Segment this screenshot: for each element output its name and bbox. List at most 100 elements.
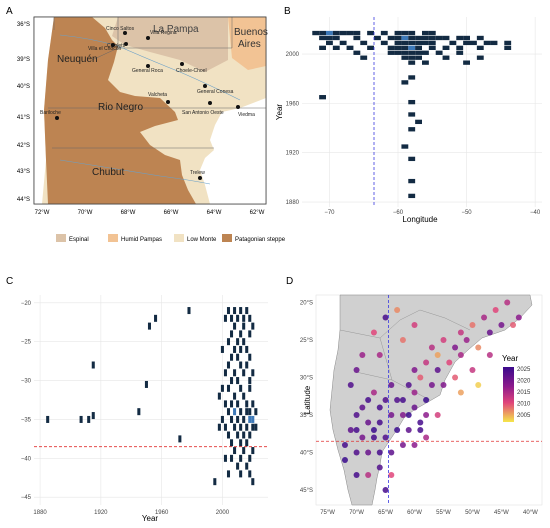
b-heat-cell (449, 40, 457, 46)
c-heat-cell (236, 400, 240, 408)
c-heat-cell (223, 400, 227, 408)
city-label: Villa Regina (150, 30, 177, 36)
b-heat-cell (326, 40, 333, 46)
d-occurrence-point (347, 382, 354, 388)
d-occurrence-point (370, 329, 377, 336)
panel-b-cells (312, 30, 512, 199)
c-heat-cell (230, 400, 234, 408)
b-y-tick: 1960 (286, 101, 300, 107)
city-marker (124, 42, 128, 46)
c-heat-cell (230, 439, 234, 447)
a-y-tick-label: 41°S (17, 115, 30, 121)
b-heat-cell (319, 30, 326, 36)
b-heat-cell (422, 35, 429, 41)
panel-b-ticks: −70 −60 −50 −40 1880 1920 1960 2000 (286, 52, 541, 216)
c-heat-cell (245, 408, 249, 416)
city-marker (208, 101, 212, 105)
panel-b-ylabel: Year (275, 104, 284, 121)
city-label: General Roca (132, 68, 163, 74)
b-heat-cell (435, 35, 443, 41)
c-heat-cell (226, 431, 231, 439)
d-occurrence-point (388, 412, 395, 418)
c-heat-cell (245, 361, 249, 369)
legend-label: Low Monte (187, 237, 217, 243)
b-heat-cell (401, 40, 409, 46)
d-occurrence-point (411, 367, 418, 373)
c-heat-cell (220, 415, 224, 423)
panel-a-letter: A (6, 6, 13, 17)
b-heat-cell (408, 35, 416, 41)
d-occurrence-point (475, 344, 482, 351)
b-heat-cell (483, 40, 491, 46)
b-heat-cell (353, 35, 361, 41)
d-occurrence-point (353, 412, 360, 418)
b-heat-cell (394, 40, 402, 46)
c-heat-cell (245, 345, 249, 353)
b-heat-cell (312, 30, 320, 36)
a-y-tick-label: 39°S (17, 57, 30, 63)
b-heat-cell (387, 35, 395, 41)
d-occurrence-point (469, 367, 476, 373)
b-heat-cell (387, 50, 395, 55)
year-colorbar: Year 2025 2020 2015 2010 2005 (502, 354, 531, 422)
a-x-tick-label: 72°W (35, 210, 50, 216)
city-label: Trelew (190, 170, 205, 176)
d-occurrence-point (481, 314, 488, 321)
b-heat-cell (394, 30, 402, 36)
c-heat-cell (251, 322, 255, 330)
b-heat-cell (428, 45, 436, 51)
c-heat-cell (248, 330, 252, 338)
c-heat-cell (236, 431, 240, 439)
b-heat-cell (408, 127, 416, 132)
panel-a-y-ticks: 36°S 39°S 40°S 41°S 42°S 43°S 44°S (17, 22, 30, 203)
b-heat-cell (408, 60, 416, 65)
c-heat-cell (251, 415, 255, 423)
city-marker (236, 105, 240, 109)
b-heat-cell (408, 112, 416, 117)
c-heat-cell (46, 415, 50, 423)
d-occurrence-point (382, 314, 389, 321)
panel-b-letter: B (284, 6, 291, 17)
b-heat-cell (415, 35, 422, 41)
c-heat-cell (187, 307, 191, 315)
c-heat-cell (233, 392, 237, 400)
d-x-tick: 70°W (349, 510, 364, 516)
d-occurrence-point (475, 382, 482, 388)
b-heat-cell (332, 45, 340, 51)
c-heat-cell (242, 322, 246, 330)
d-y-tick: 40°S (300, 451, 313, 457)
b-heat-cell (326, 35, 333, 41)
c-heat-cell (239, 439, 243, 447)
ocean-west (34, 17, 54, 204)
c-heat-cell (230, 314, 234, 322)
b-heat-cell (408, 50, 416, 55)
b-heat-cell (401, 80, 409, 85)
d-occurrence-point (457, 329, 464, 336)
a-y-tick-label: 43°S (17, 169, 30, 175)
c-heat-cell (226, 307, 231, 315)
city-marker (146, 36, 150, 40)
d-occurrence-point (434, 367, 441, 373)
d-x-tick: 75°W (320, 510, 335, 516)
c-heat-cell (242, 314, 246, 322)
d-x-tick: 40°W (523, 510, 538, 516)
d-occurrence-point (411, 442, 418, 448)
b-heat-cell (353, 30, 361, 36)
a-x-tick-label: 70°W (78, 210, 93, 216)
d-occurrence-point (365, 449, 372, 456)
c-heat-cell (248, 408, 252, 416)
legend-swatch (56, 234, 66, 242)
d-occurrence-point (353, 367, 360, 373)
d-occurrence-point (365, 419, 372, 426)
c-heat-cell (236, 338, 240, 346)
d-occurrence-point (370, 389, 377, 396)
a-y-tick-label: 36°S (17, 22, 30, 28)
b-heat-cell (401, 144, 409, 149)
b-heat-cell (428, 30, 436, 36)
d-occurrence-point (353, 449, 360, 456)
c-heat-cell (248, 384, 252, 392)
d-occurrence-point (411, 322, 418, 328)
d-occurrence-point (376, 352, 383, 358)
legend-swatch (108, 234, 118, 242)
d-occurrence-point (440, 382, 447, 388)
